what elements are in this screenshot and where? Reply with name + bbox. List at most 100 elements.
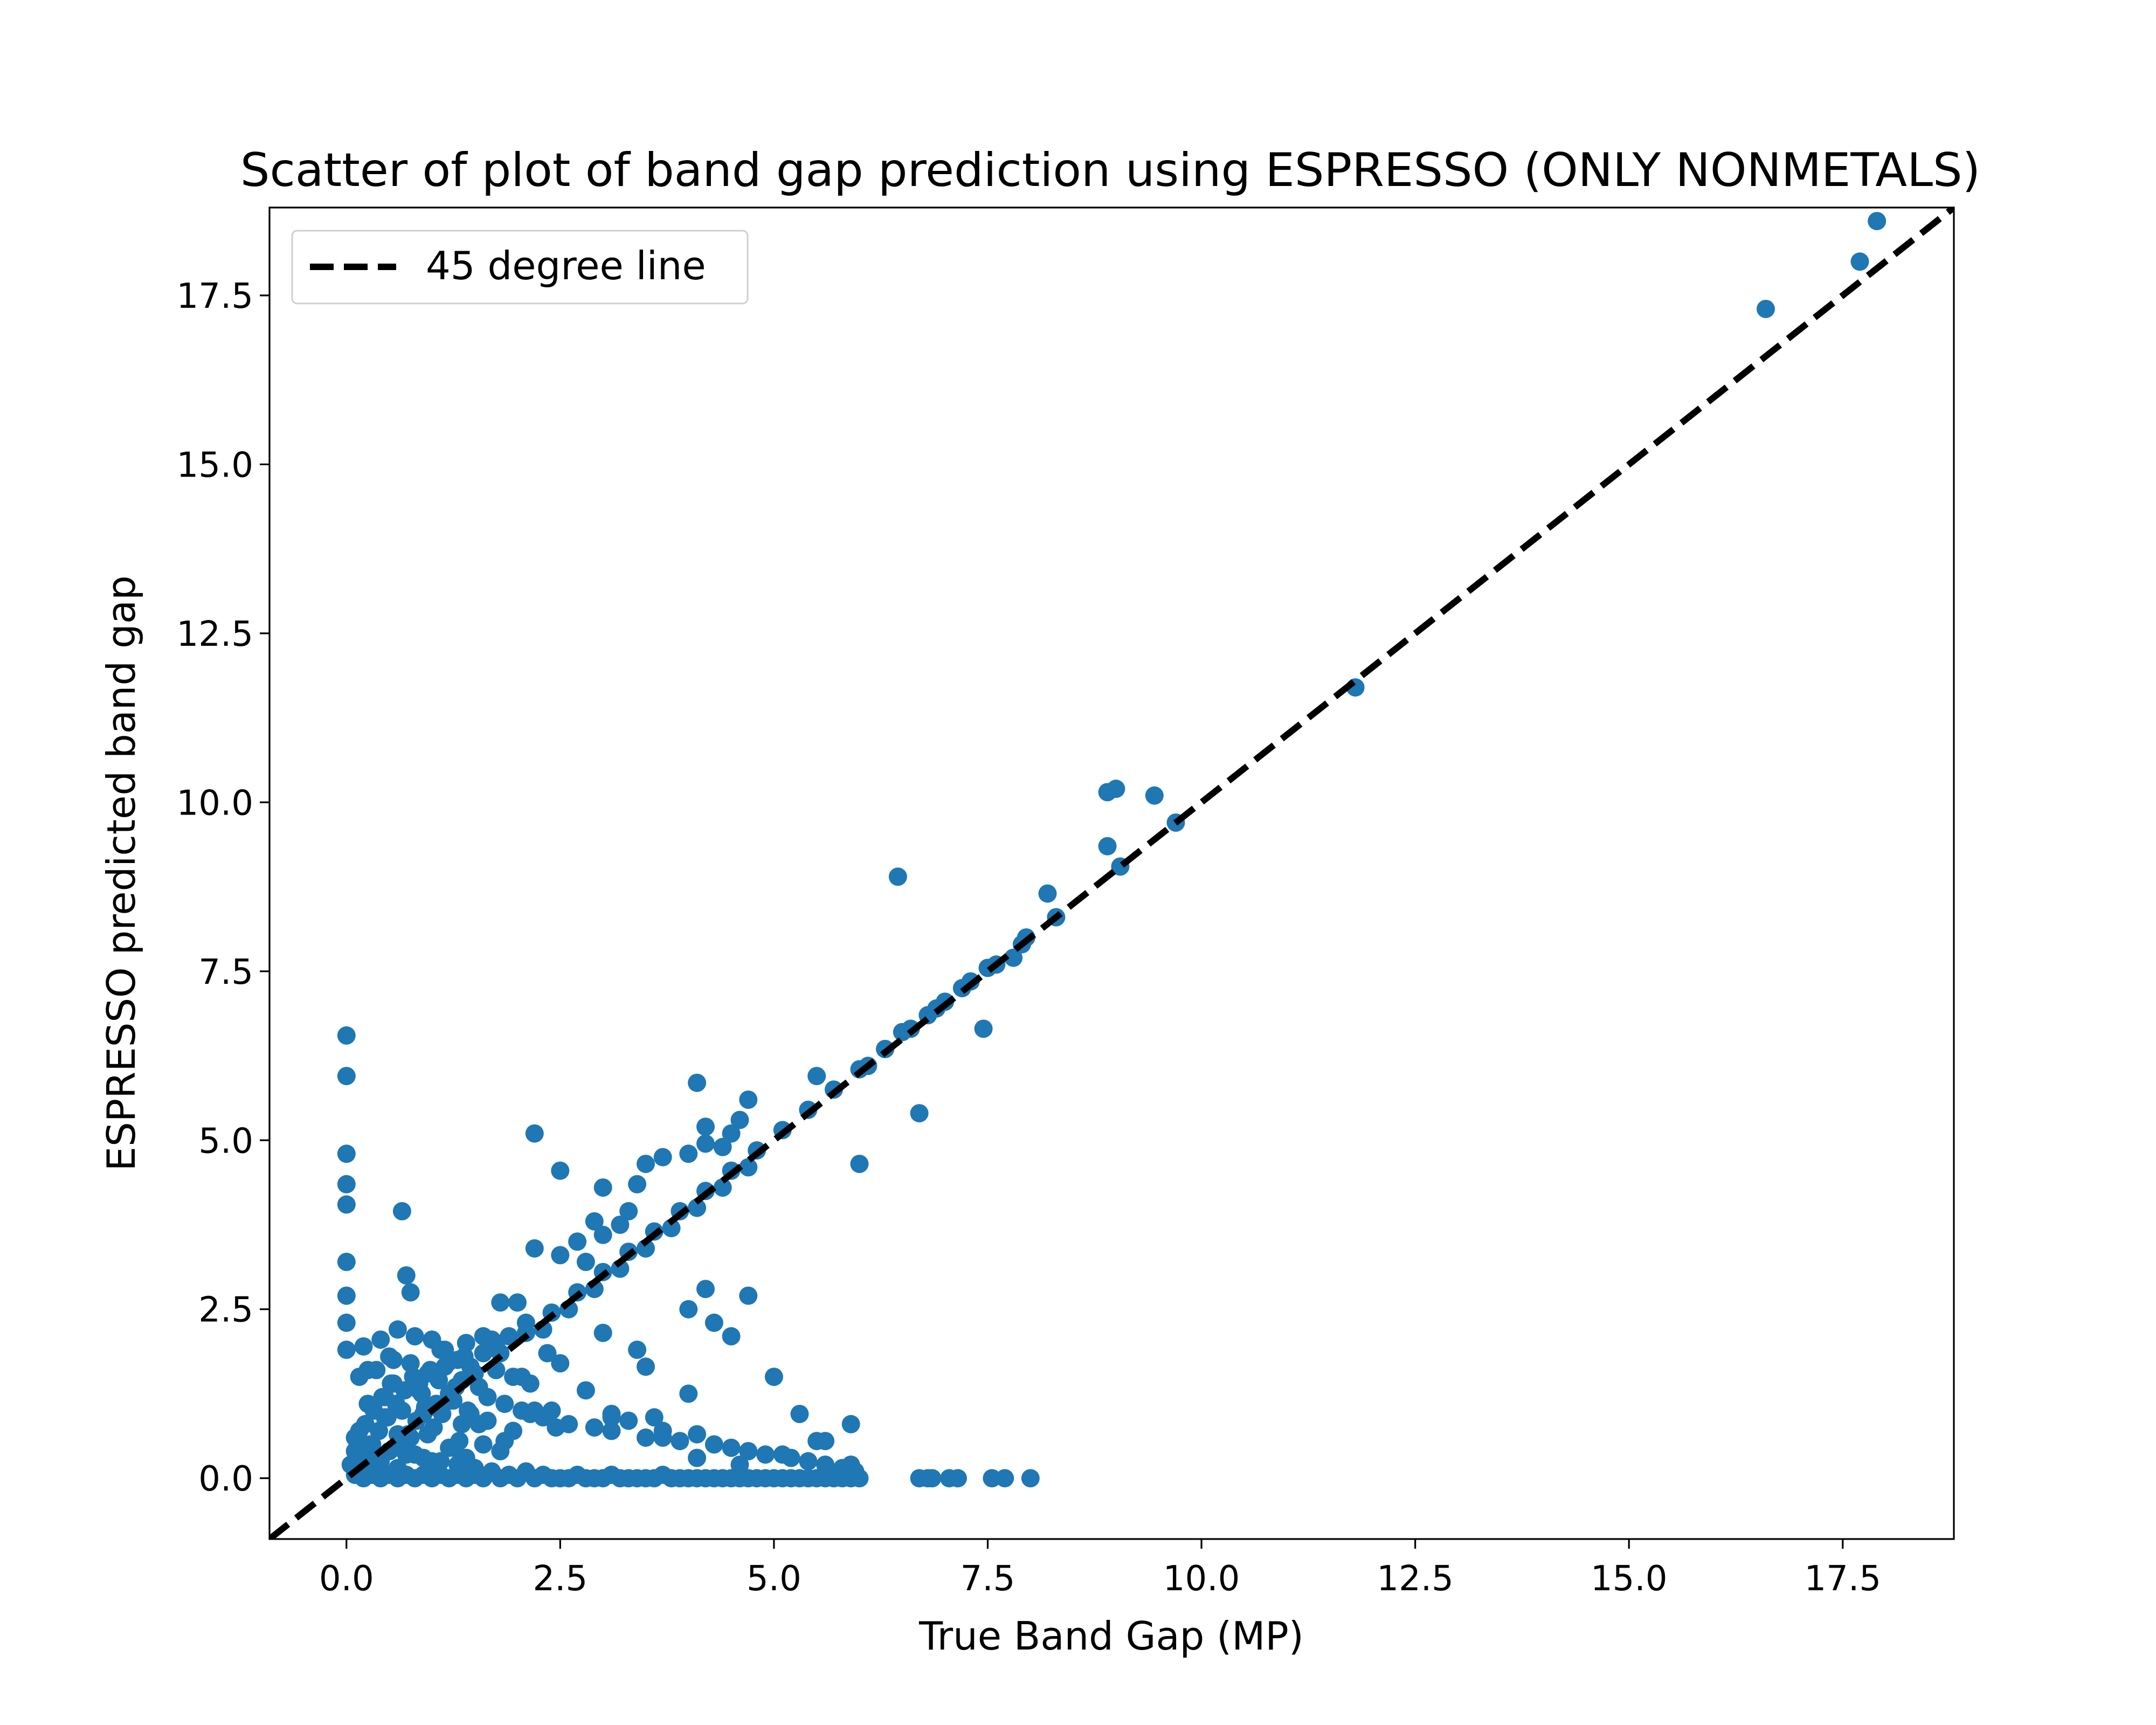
x-axis: 0.0 2.5 5.0 7.5 10.0 12.5 15.0 17.5: [319, 1539, 1881, 1599]
data-point: [521, 1405, 540, 1423]
data-point: [551, 1161, 570, 1180]
data-point: [637, 1357, 655, 1376]
data-point: [474, 1435, 493, 1454]
reference-line-45-degree: [270, 208, 1954, 1539]
data-point: [448, 1465, 467, 1484]
data-point: [888, 867, 907, 886]
data-point: [457, 1334, 475, 1353]
x-tick-label: 10.0: [1163, 1559, 1240, 1599]
data-point: [756, 1445, 775, 1464]
data-point: [414, 1465, 433, 1484]
data-point: [645, 1469, 664, 1488]
data-point: [1868, 212, 1887, 231]
data-point: [337, 1252, 356, 1271]
data-point: [508, 1469, 527, 1488]
x-tick-label: 7.5: [960, 1559, 1015, 1599]
data-point: [358, 1361, 377, 1379]
plot-area: [270, 208, 1954, 1539]
data-point: [337, 1144, 356, 1163]
data-point: [704, 1313, 723, 1332]
y-axis: 0.0 2.5 5.0 7.5 10.0 12.5 15.0 17.5: [177, 277, 270, 1499]
data-points: [337, 212, 1887, 1488]
data-point: [525, 1469, 544, 1488]
legend-box: [291, 230, 749, 305]
data-point: [452, 1414, 471, 1433]
x-tick-label: 17.5: [1805, 1559, 1882, 1599]
data-point: [593, 1469, 612, 1488]
data-point: [764, 1469, 783, 1488]
data-point: [350, 1422, 369, 1440]
data-point: [637, 1239, 655, 1258]
y-tick-label: 10.0: [177, 783, 254, 823]
data-point: [782, 1469, 800, 1488]
data-point: [679, 1144, 698, 1163]
data-point: [816, 1469, 835, 1488]
data-point: [688, 1198, 707, 1217]
data-point: [469, 1414, 488, 1433]
data-point: [337, 1195, 356, 1214]
data-point: [739, 1442, 758, 1460]
data-point: [465, 1465, 484, 1484]
data-point: [491, 1469, 510, 1488]
data-point: [713, 1178, 732, 1197]
data-point: [593, 1178, 612, 1197]
data-point: [423, 1452, 441, 1471]
data-point: [513, 1368, 531, 1386]
data-point: [568, 1232, 587, 1251]
data-point: [474, 1344, 493, 1363]
data-point: [722, 1124, 741, 1143]
data-point: [438, 1354, 457, 1372]
data-point: [516, 1313, 535, 1332]
data-point: [983, 1469, 1001, 1488]
data-point: [722, 1327, 741, 1346]
data-point: [1098, 837, 1117, 855]
data-point: [495, 1432, 514, 1451]
data-point: [841, 1414, 860, 1433]
y-tick-label: 12.5: [177, 615, 254, 654]
data-point: [436, 1340, 454, 1359]
data-point: [739, 1158, 758, 1177]
data-point: [431, 1465, 450, 1484]
data-point: [764, 1368, 783, 1386]
data-point: [491, 1293, 510, 1312]
data-point: [850, 1155, 869, 1174]
data-point: [337, 1340, 356, 1359]
data-point: [337, 1067, 356, 1086]
x-tick-label: 2.5: [533, 1559, 588, 1599]
x-tick-label: 0.0: [319, 1559, 374, 1599]
data-point: [974, 1019, 993, 1038]
data-point: [547, 1418, 565, 1437]
data-point: [1757, 300, 1775, 319]
data-point: [384, 1350, 403, 1369]
data-point: [405, 1445, 424, 1464]
legend: 45 degree line: [291, 230, 749, 305]
data-point: [611, 1469, 630, 1488]
data-point: [807, 1067, 826, 1086]
y-tick-label: 2.5: [198, 1291, 253, 1330]
data-point: [382, 1374, 400, 1393]
data-point: [397, 1266, 416, 1285]
data-point: [337, 1026, 356, 1045]
plot-frame: [268, 206, 1955, 1540]
data-point: [1098, 783, 1117, 802]
data-point: [576, 1381, 595, 1400]
data-point: [688, 1073, 707, 1092]
data-point: [354, 1337, 373, 1356]
data-point: [679, 1469, 698, 1488]
data-point: [1004, 948, 1023, 967]
y-tick-label: 17.5: [177, 277, 254, 316]
chart-title: Scatter of plot of band gap prediction u…: [240, 143, 1980, 197]
data-point: [850, 1469, 869, 1488]
data-point: [401, 1354, 420, 1372]
data-point: [418, 1425, 437, 1444]
data-point: [593, 1225, 612, 1244]
data-point: [392, 1435, 411, 1454]
data-point: [671, 1432, 689, 1451]
data-point: [478, 1388, 497, 1406]
data-point: [696, 1117, 715, 1136]
data-point: [602, 1408, 621, 1427]
data-point: [337, 1175, 356, 1193]
data-point: [662, 1219, 681, 1238]
data-point: [1038, 884, 1057, 903]
